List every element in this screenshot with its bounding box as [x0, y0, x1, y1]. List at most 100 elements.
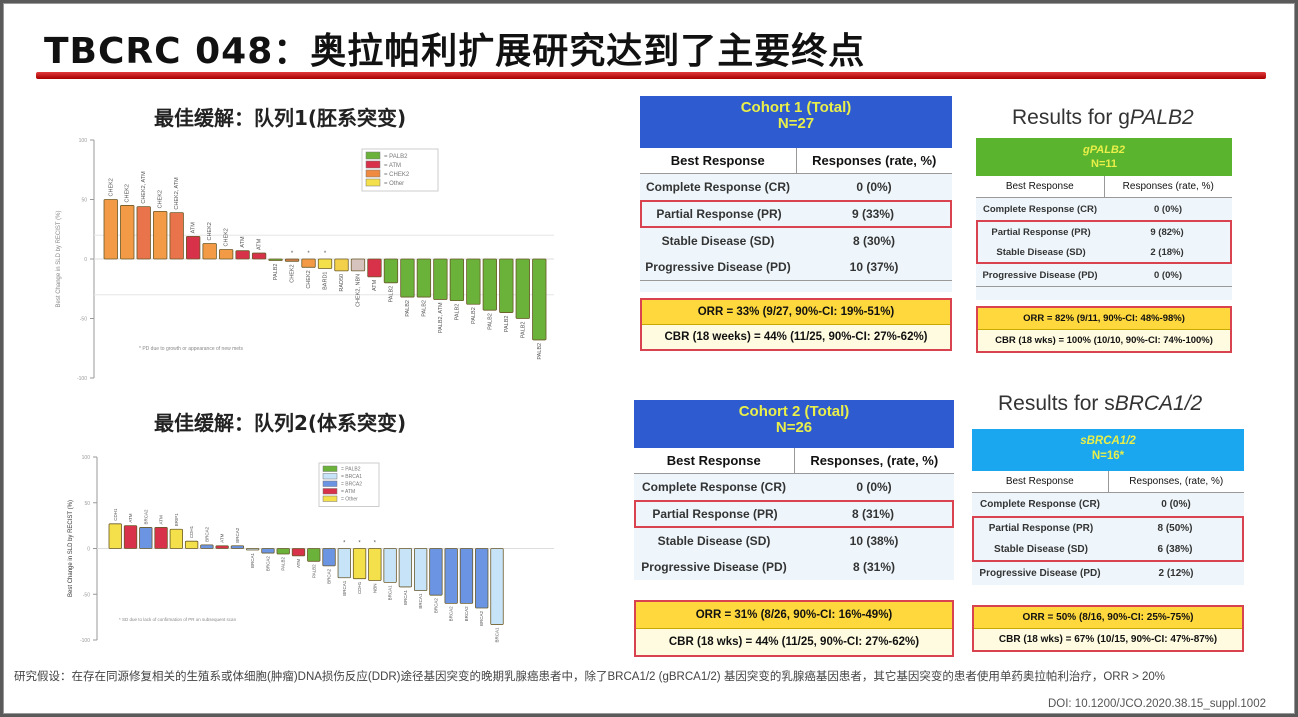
bar-gene-label: BRCA2 [449, 606, 454, 622]
waterfall-bar [291, 548, 306, 557]
bar-gene-label: CDH1 [113, 508, 118, 521]
waterfall-bar [123, 525, 138, 549]
bar-gene-label: CHEK2 [306, 270, 312, 288]
waterfall-bar [307, 548, 321, 562]
chart-annotation: * SD due to lack of confirmation of PR o… [119, 617, 237, 622]
table-row: Stable Disease (SD) 6 (38%) [974, 539, 1242, 560]
bar-gene-label: RAD50 [339, 274, 345, 292]
sbrca-cbr: CBR (18 wks) = 67% (10/15, 90%-CI: 47%-8… [974, 629, 1242, 650]
doi-reference: DOI: 10.1200/JCO.2020.38.15_suppl.1002 [1047, 698, 1266, 710]
waterfall-bar [383, 548, 397, 583]
gpalb2-table-header: gPALB2 N=11 [976, 138, 1232, 176]
svg-text:*: * [307, 251, 310, 257]
cohort1-header-n: N=27 [777, 115, 815, 132]
waterfall-bar [334, 258, 349, 272]
bar-gene-label: PALB2 [281, 557, 286, 571]
cohort2-cbr: CBR (18 wks) = 44% (11/25, 90%-CI: 27%-6… [636, 629, 952, 655]
sbrca-table-header: sBRCA1/2 N=16* [972, 429, 1244, 471]
cohort2-waterfall-chart: 100 50 0 -50 -100 Best Change in SLD by RECIS… [44, 444, 564, 644]
waterfall-bar [490, 548, 504, 625]
col-responses: Responses, (rate, %) [810, 453, 939, 468]
svg-text:50: 50 [81, 198, 87, 204]
response-value: 8 (30%) [852, 234, 896, 248]
cohort1-cbr: CBR (18 weeks) = 44% (11/25, 90%-CI: 27%… [642, 325, 950, 349]
svg-text:= CHEK2: = CHEK2 [384, 172, 410, 178]
svg-text:0: 0 [87, 547, 90, 553]
bar-gene-label: ATM [240, 236, 246, 248]
bar-gene-label: CHEK2 [108, 178, 114, 196]
response-value: 8 (31%) [851, 507, 895, 521]
gpalb2-summary: ORR = 82% (9/11, 90%-CI: 48%-98%) CBR (1… [976, 306, 1232, 353]
response-category: Complete Response (CR) [641, 480, 787, 494]
bar-gene-label: BRIP1 [174, 513, 179, 527]
svg-text:*: * [343, 541, 346, 547]
waterfall-bar [459, 548, 474, 604]
waterfall-bar [475, 548, 489, 609]
waterfall-bar [230, 545, 245, 549]
cohort2-response-table: Cohort 2 (Total) N=26 Best Response Resp… [634, 400, 954, 657]
bar-gene-label: BRCA2 [327, 568, 332, 584]
waterfall-bar [367, 258, 382, 278]
svg-text:-50: -50 [83, 592, 90, 598]
cohort1-header-title: Cohort 1 (Total) [740, 99, 852, 116]
waterfall-bar [261, 548, 275, 554]
waterfall-bar [398, 548, 413, 588]
waterfall-bar [218, 249, 234, 260]
waterfall-bar [139, 527, 153, 549]
svg-text:-50: -50 [80, 317, 87, 323]
response-category: Complete Response (CR) [979, 499, 1100, 510]
col-best-response: Best Response [640, 148, 797, 173]
cohort1-waterfall-chart: 100 50 0 -50 -100 Best Change in SLD by RECIS… [44, 132, 564, 384]
col-responses: Responses (rate, %) [812, 153, 937, 168]
bar-gene-label: BRCA1 [342, 580, 347, 596]
sbrca-summary: ORR = 50% (8/16, 90%-CI: 25%-75%) CBR (1… [972, 605, 1244, 652]
cohort1-orr: ORR = 33% (9/27, 90%-CI: 19%-51%) [642, 300, 950, 325]
response-category: Partial Response (PR) [656, 207, 782, 221]
response-value: 0 (0%) [856, 480, 892, 494]
table-row: Partial Response (PR) 8 (31%) [636, 502, 952, 526]
response-category: Progressive Disease (PD) [979, 568, 1101, 579]
waterfall-bar [136, 206, 151, 260]
table-row: Complete Response (CR) 0 (0%) [640, 174, 952, 200]
bar-gene-label: BRCA2 [235, 527, 240, 543]
highlighted-response-group: Partial Response (PR) 8 (31%) [634, 500, 954, 528]
sbrca-orr: ORR = 50% (8/16, 90%-CI: 25%-75%) [974, 607, 1242, 629]
bar-gene-label: BRCA2 [464, 606, 469, 622]
bar-gene-label: BRCA1 [388, 585, 393, 601]
response-category: Stable Disease (SD) [661, 234, 775, 248]
svg-text:= BRCA1: = BRCA1 [341, 474, 362, 480]
bar-gene-label: CDH1 [189, 525, 194, 538]
waterfall-bar [322, 548, 336, 567]
response-category: Stable Disease (SD) [657, 534, 771, 548]
svg-text:100: 100 [82, 455, 91, 461]
waterfall-bar [153, 211, 168, 260]
svg-text:= Other: = Other [384, 181, 404, 187]
svg-text:100: 100 [79, 138, 88, 144]
bar-gene-label: CHEK2 [207, 222, 213, 240]
response-category: Complete Response (CR) [645, 180, 791, 194]
table-row: Progressive Disease (PD) 0 (0%) [976, 264, 1232, 286]
bar-gene-label: ATM [296, 559, 301, 568]
gpalb2-header-title: gPALB2 [1083, 144, 1125, 156]
svg-text:= BRCA2: = BRCA2 [341, 482, 362, 488]
waterfall-bar [169, 528, 183, 549]
table-row: Complete Response (CR) 0 (0%) [976, 198, 1232, 220]
bar-gene-label: ATM [257, 238, 263, 250]
cohort1-summary: ORR = 33% (9/27, 90%-CI: 19%-51%) CBR (1… [640, 298, 952, 351]
waterfall-bar [352, 548, 367, 580]
svg-text:*: * [358, 541, 361, 547]
waterfall-bar [215, 545, 229, 549]
response-value: 0 (0%) [856, 180, 892, 194]
waterfall-bar [499, 258, 514, 313]
bar-gene-label: BRCA2 [433, 598, 438, 614]
bar-gene-label: PALB2 [537, 343, 543, 360]
cohort1-table-header: Cohort 1 (Total) N=27 [640, 96, 952, 148]
response-value: 8 (31%) [852, 560, 896, 574]
waterfall-bar [276, 548, 290, 555]
response-category: Progressive Disease (PD) [645, 260, 791, 274]
table-row: Complete Response (CR) 0 (0%) [972, 493, 1244, 516]
response-category: Stable Disease (SD) [994, 544, 1088, 555]
bar-gene-label: CHEK2 [290, 264, 296, 282]
waterfall-bar [413, 548, 428, 591]
cohort2-summary: ORR = 31% (8/26, 90%-CI: 16%-49%) CBR (1… [634, 600, 954, 657]
